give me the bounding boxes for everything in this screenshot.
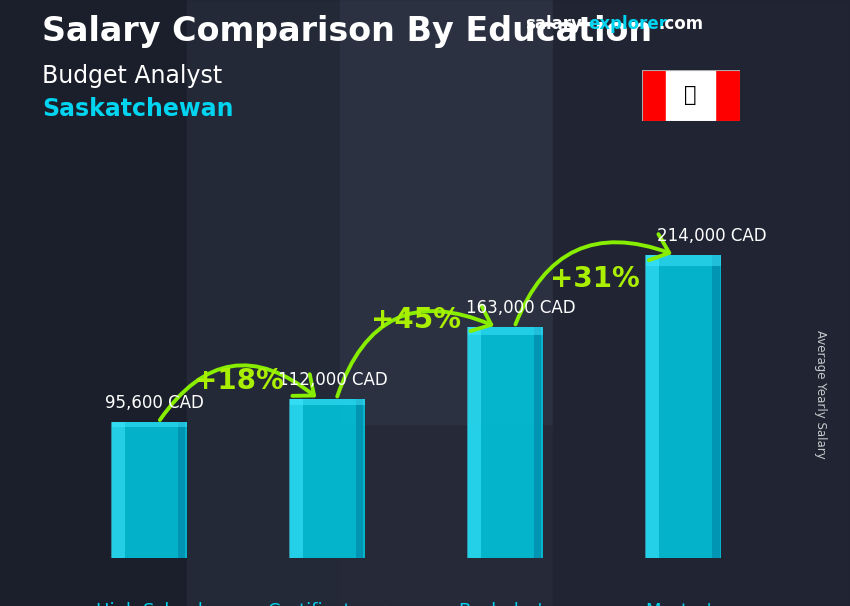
Text: Master's
Degree: Master's Degree: [646, 602, 722, 606]
FancyArrowPatch shape: [515, 234, 669, 324]
Text: 163,000 CAD: 163,000 CAD: [467, 299, 576, 317]
Bar: [666, 70, 715, 121]
Text: .com: .com: [659, 15, 704, 33]
Text: Average Yearly Salary: Average Yearly Salary: [813, 330, 827, 458]
Bar: [646, 255, 721, 265]
Bar: [340, 0, 552, 424]
Bar: [715, 70, 740, 121]
Bar: [178, 422, 185, 558]
Bar: [534, 327, 541, 558]
Bar: [112, 422, 187, 427]
Text: 95,600 CAD: 95,600 CAD: [105, 394, 204, 412]
Bar: [552, 0, 850, 606]
Text: Bachelor's
Degree: Bachelor's Degree: [459, 602, 552, 606]
Text: +45%: +45%: [371, 306, 462, 334]
Text: salary: salary: [525, 15, 582, 33]
Text: +18%: +18%: [194, 367, 283, 395]
Bar: [111, 422, 125, 558]
Bar: [356, 399, 363, 558]
Bar: [468, 327, 543, 558]
Bar: [290, 399, 365, 405]
Bar: [712, 255, 720, 558]
Text: Salary Comparison By Education: Salary Comparison By Education: [42, 15, 653, 48]
Text: explorer: explorer: [588, 15, 667, 33]
Bar: [468, 327, 543, 335]
Text: High School: High School: [96, 602, 203, 606]
Bar: [645, 255, 659, 558]
Bar: [0, 0, 187, 606]
Bar: [468, 327, 481, 558]
Text: 214,000 CAD: 214,000 CAD: [657, 227, 767, 245]
Bar: [289, 399, 303, 558]
Bar: [642, 70, 666, 121]
Bar: [112, 422, 187, 558]
Text: +31%: +31%: [550, 265, 639, 293]
Bar: [290, 399, 365, 558]
Text: Budget Analyst: Budget Analyst: [42, 64, 223, 88]
Bar: [187, 0, 340, 606]
Text: Saskatchewan: Saskatchewan: [42, 97, 234, 121]
Bar: [646, 255, 721, 558]
FancyArrowPatch shape: [160, 365, 314, 420]
Text: 🍁: 🍁: [684, 85, 697, 105]
Text: Certificate or
Diploma: Certificate or Diploma: [269, 602, 387, 606]
Text: 112,000 CAD: 112,000 CAD: [278, 371, 388, 389]
FancyArrowPatch shape: [337, 305, 491, 396]
